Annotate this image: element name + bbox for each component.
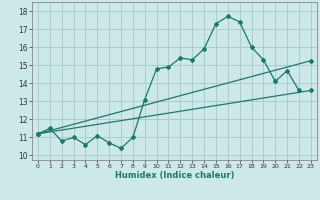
X-axis label: Humidex (Indice chaleur): Humidex (Indice chaleur) [115, 171, 234, 180]
